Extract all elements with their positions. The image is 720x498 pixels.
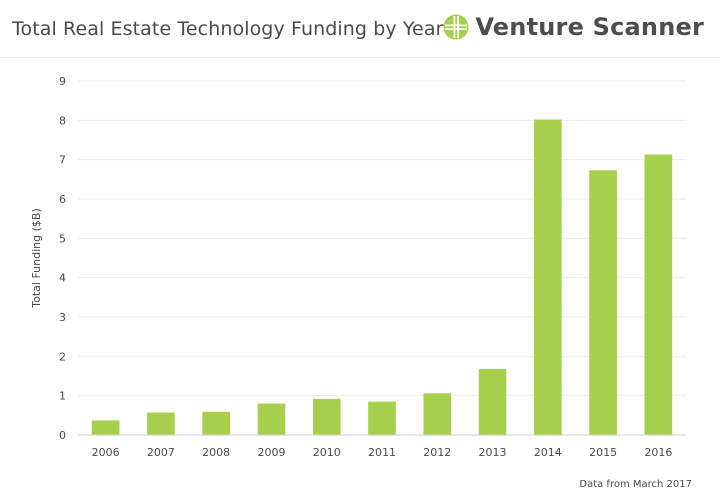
bar-2015	[589, 170, 617, 435]
x-tick-label: 2009	[257, 446, 285, 459]
y-axis-ticks: 0 1 2 3 4 5 6 7 8 9	[59, 75, 66, 442]
bar-2010	[312, 398, 341, 435]
chart-title: Total Real Estate Technology Funding by …	[12, 18, 444, 40]
bar-2011	[368, 401, 396, 435]
bar-2007	[147, 412, 175, 435]
y-tick-label: 1	[59, 390, 66, 403]
y-tick-label: 5	[59, 232, 66, 245]
x-tick-label: 2015	[589, 446, 617, 459]
x-tick-label: 2010	[313, 446, 341, 459]
y-tick-label: 3	[59, 311, 66, 324]
y-tick-label: 9	[59, 75, 66, 88]
bar-2012	[423, 393, 452, 435]
x-tick-label: 2013	[479, 446, 507, 459]
gridlines	[78, 80, 686, 397]
x-tick-label: 2006	[92, 446, 120, 459]
chart-header: Total Real Estate Technology Funding by …	[0, 0, 720, 58]
x-tick-label: 2016	[644, 446, 672, 459]
y-tick-label: 2	[59, 350, 66, 363]
bars	[91, 119, 673, 435]
brand-name: Venture Scanner	[475, 13, 704, 41]
x-tick-label: 2014	[534, 446, 562, 459]
x-tick-label: 2011	[368, 446, 396, 459]
y-tick-label: 0	[59, 429, 66, 442]
y-tick-label: 8	[59, 114, 66, 127]
bar-2009	[257, 403, 286, 435]
x-tick-label: 2012	[423, 446, 451, 459]
bar-2016	[644, 154, 673, 435]
x-tick-label: 2007	[147, 446, 175, 459]
bar-2013	[478, 368, 507, 435]
bar-2008	[202, 411, 230, 435]
y-tick-label: 7	[59, 154, 66, 167]
header-divider	[0, 57, 720, 58]
x-axis-ticks: 2006 2007 2008 2009 2010 2011 2012 2013 2014 2015…	[92, 446, 673, 459]
x-tick-label: 2008	[202, 446, 230, 459]
venture-scanner-logo-icon	[443, 14, 469, 40]
brand: Venture Scanner	[443, 12, 704, 42]
source-note: Data from March 2017	[579, 479, 692, 490]
y-tick-label: 4	[59, 272, 66, 285]
y-tick-label: 6	[59, 193, 66, 206]
bar-2006	[91, 420, 120, 435]
bar-2014	[534, 119, 562, 435]
y-axis-title: Total Funding ($B)	[30, 208, 43, 308]
